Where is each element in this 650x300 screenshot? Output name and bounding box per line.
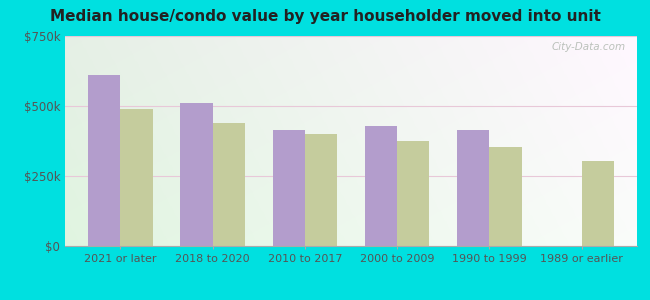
Text: Median house/condo value by year householder moved into unit: Median house/condo value by year househo… xyxy=(49,9,601,24)
Bar xyxy=(180,103,213,246)
Bar xyxy=(272,130,305,246)
Bar xyxy=(365,126,397,246)
Bar xyxy=(213,123,245,246)
Text: City-Data.com: City-Data.com xyxy=(551,42,625,52)
Bar xyxy=(457,130,489,246)
Bar xyxy=(582,160,614,246)
Bar xyxy=(305,134,337,246)
Bar xyxy=(397,141,430,246)
Bar xyxy=(489,147,522,246)
Bar xyxy=(88,75,120,246)
Bar xyxy=(120,109,153,246)
